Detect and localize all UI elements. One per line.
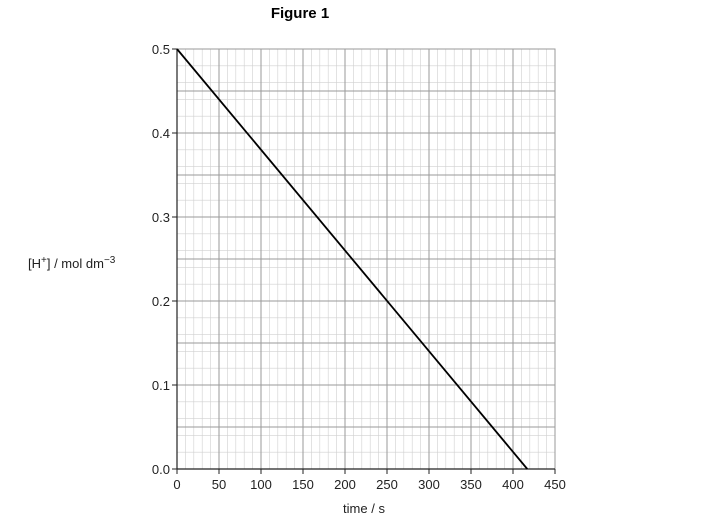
y-axis-label-part: [H [28, 256, 41, 271]
x-tick-label: 0 [173, 477, 180, 492]
y-tick-label: 0.1 [152, 378, 170, 393]
x-axis-label: time / s [343, 501, 385, 516]
y-axis-label: [H+] / mol dm−3 [28, 255, 116, 271]
y-tick-label: 0.2 [152, 294, 170, 309]
x-tick-label: 50 [212, 477, 226, 492]
x-tick-labels: 0 50 100 150 200 250 300 350 400 450 [173, 477, 565, 492]
y-tick-label: 0.5 [152, 42, 170, 57]
y-axis-label-part: / mol dm [50, 256, 103, 271]
x-tick-label: 450 [544, 477, 566, 492]
y-tick-label: 0.3 [152, 210, 170, 225]
x-tick-label: 250 [376, 477, 398, 492]
x-tick-label: 100 [250, 477, 272, 492]
x-tick-label: 350 [460, 477, 482, 492]
y-tick-label: 0.4 [152, 126, 170, 141]
y-tick-label: 0.0 [152, 462, 170, 477]
chart-title: Figure 1 [271, 5, 329, 22]
x-tick-label: 300 [418, 477, 440, 492]
y-axis-label-part: + [41, 255, 47, 266]
series-line [176, 48, 528, 470]
x-tick-label: 150 [292, 477, 314, 492]
y-axis-label-part: ] [47, 256, 51, 271]
x-tick-label: 200 [334, 477, 356, 492]
x-tick-label: 400 [502, 477, 524, 492]
series-layer [176, 48, 528, 470]
y-tick-labels: 0.0 0.1 0.2 0.3 0.4 0.5 [152, 42, 170, 477]
axes [172, 48, 556, 474]
y-axis-label-part: −3 [104, 255, 116, 266]
grid-major [176, 48, 556, 470]
